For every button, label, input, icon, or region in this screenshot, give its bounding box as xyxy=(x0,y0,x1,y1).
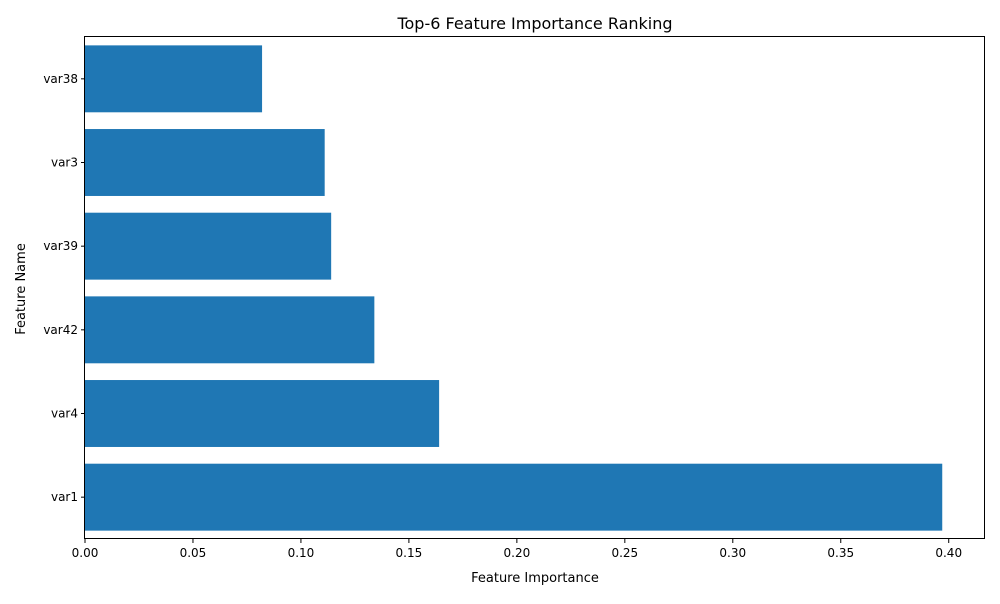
bar-var4 xyxy=(85,380,440,447)
x-tick-label: 0.30 xyxy=(719,546,746,560)
x-tick-label: 0.15 xyxy=(396,546,423,560)
y-ticks-group: var1 var4 var42 var39 var3 var38 xyxy=(43,72,85,504)
x-tick-label: 0.40 xyxy=(935,546,962,560)
bar-var42 xyxy=(85,296,375,364)
x-tick-label: 0.35 xyxy=(827,546,854,560)
x-tick-label: 0.05 xyxy=(180,546,207,560)
y-tick-label: var1 xyxy=(51,490,78,504)
y-tick-label: var4 xyxy=(51,407,78,421)
x-tick-label: 0.25 xyxy=(611,546,638,560)
chart-title: Top-6 Feature Importance Ranking xyxy=(396,14,672,33)
bars-group xyxy=(85,45,943,531)
y-tick-label: var39 xyxy=(43,239,78,253)
x-tick-label: 0.00 xyxy=(72,546,99,560)
x-tick-label: 0.10 xyxy=(288,546,315,560)
x-ticks-group: 0.00 0.05 0.10 0.15 0.20 0.25 0.30 0.35 0.40 xyxy=(72,539,962,560)
y-axis-label: Feature Name xyxy=(14,243,29,335)
y-tick-label: var42 xyxy=(43,323,78,337)
bar-var38 xyxy=(85,45,263,113)
x-tick-label: 0.20 xyxy=(504,546,531,560)
bar-var1 xyxy=(85,463,943,531)
bar-var3 xyxy=(85,129,325,196)
plot-frame xyxy=(84,36,985,539)
y-tick-label: var3 xyxy=(51,156,78,170)
y-tick-label: var38 xyxy=(43,72,78,86)
x-axis-label: Feature Importance xyxy=(471,571,599,586)
bar-var39 xyxy=(85,212,332,280)
